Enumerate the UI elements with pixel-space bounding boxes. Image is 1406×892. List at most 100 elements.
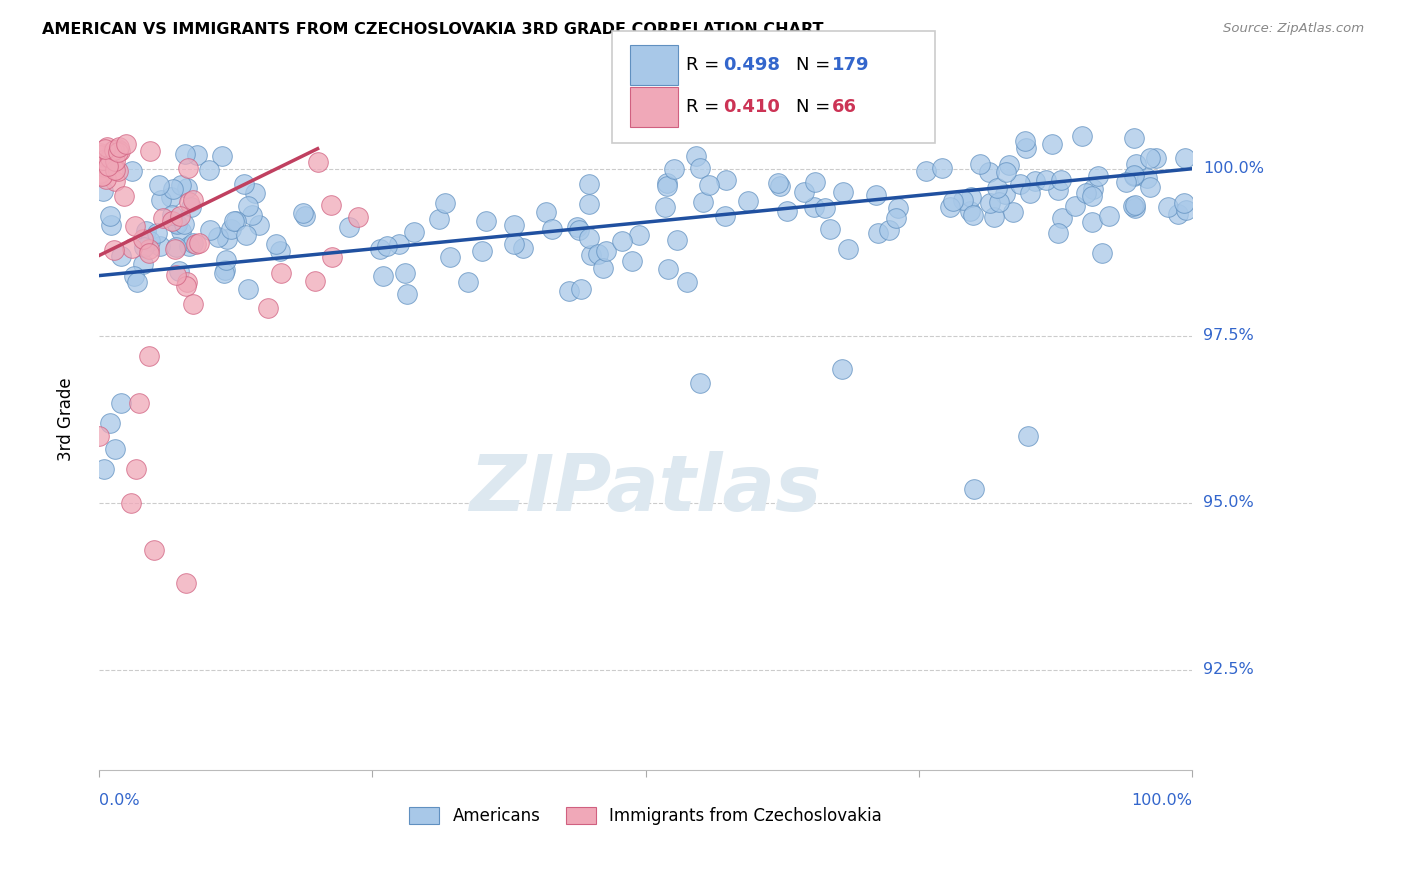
Point xyxy=(998,158,1021,172)
Legend: Americans, Immigrants from Czechoslovakia: Americans, Immigrants from Czechoslovaki… xyxy=(409,806,882,825)
Text: Source: ZipAtlas.com: Source: ZipAtlas.com xyxy=(1223,22,1364,36)
Text: 0.0%: 0.0% xyxy=(98,793,139,808)
Point xyxy=(1040,136,1063,151)
Point xyxy=(534,205,557,219)
Point xyxy=(1144,152,1167,166)
Point xyxy=(1087,169,1109,183)
Text: R =: R = xyxy=(686,98,725,116)
Point xyxy=(1139,151,1161,165)
Point xyxy=(578,177,600,191)
Point xyxy=(866,226,889,240)
Point xyxy=(512,242,534,256)
Point xyxy=(257,301,280,316)
Text: 0.410: 0.410 xyxy=(723,98,779,116)
Point xyxy=(689,376,711,390)
Point xyxy=(595,244,617,259)
Text: 100.0%: 100.0% xyxy=(1204,161,1264,177)
Point xyxy=(152,211,174,226)
Point xyxy=(831,362,853,376)
Point xyxy=(235,228,257,243)
Point xyxy=(104,153,127,168)
Point xyxy=(148,178,170,192)
Point xyxy=(1071,129,1094,144)
Text: 95.0%: 95.0% xyxy=(1204,495,1254,510)
Point xyxy=(94,158,117,172)
Point xyxy=(186,148,208,162)
Point xyxy=(1064,198,1087,212)
Point xyxy=(654,200,676,214)
Point xyxy=(567,219,589,234)
Point xyxy=(962,208,984,222)
Point xyxy=(952,193,974,207)
Point xyxy=(1017,429,1039,443)
Point xyxy=(1175,203,1198,218)
Point xyxy=(214,262,236,277)
Point xyxy=(1123,169,1146,183)
Point xyxy=(1080,189,1102,203)
Point xyxy=(89,166,111,180)
Point xyxy=(236,199,259,213)
Point xyxy=(962,483,984,497)
Point xyxy=(94,171,117,186)
Point xyxy=(1125,157,1147,171)
Point xyxy=(180,200,202,214)
Point xyxy=(664,161,686,176)
Point xyxy=(197,163,219,178)
Point xyxy=(219,222,242,236)
Point xyxy=(87,429,110,443)
Point xyxy=(1018,186,1040,201)
Point xyxy=(1046,227,1069,241)
Point xyxy=(128,395,150,409)
Point xyxy=(132,232,155,246)
Point xyxy=(657,262,679,277)
Point xyxy=(142,542,165,557)
Point xyxy=(692,194,714,209)
Point xyxy=(697,178,720,193)
Point xyxy=(675,276,697,290)
Point xyxy=(942,194,965,208)
Text: R =: R = xyxy=(686,56,725,74)
Point xyxy=(457,275,479,289)
Point xyxy=(104,162,127,177)
Point xyxy=(124,219,146,233)
Point xyxy=(132,257,155,271)
Point xyxy=(292,205,315,219)
Point xyxy=(427,211,450,226)
Text: N =: N = xyxy=(796,98,835,116)
Point xyxy=(1010,177,1032,191)
Point xyxy=(103,156,125,170)
Point xyxy=(993,187,1015,202)
Point xyxy=(395,287,418,301)
Point xyxy=(170,178,193,192)
Point xyxy=(165,216,187,230)
Point xyxy=(183,193,205,207)
Point xyxy=(108,140,131,154)
Point xyxy=(107,163,129,178)
Point xyxy=(211,149,233,163)
Point xyxy=(804,176,827,190)
Point xyxy=(592,260,614,275)
Point xyxy=(1014,134,1036,148)
Point xyxy=(174,279,197,293)
Point xyxy=(90,169,112,184)
Point xyxy=(184,237,207,252)
Point xyxy=(610,235,633,249)
Point xyxy=(160,214,183,228)
Point xyxy=(877,223,900,237)
Point xyxy=(959,203,981,218)
Point xyxy=(96,140,118,154)
Point xyxy=(394,266,416,280)
Point xyxy=(110,395,132,409)
Point xyxy=(793,185,815,199)
Point xyxy=(200,223,222,237)
Point xyxy=(1050,173,1073,187)
Point xyxy=(503,236,526,251)
Text: 3rd Grade: 3rd Grade xyxy=(58,377,75,461)
Point xyxy=(91,184,114,198)
Point xyxy=(138,349,160,363)
Point xyxy=(177,195,200,210)
Point xyxy=(176,576,198,591)
Point xyxy=(832,185,855,199)
Point xyxy=(969,157,991,171)
Point xyxy=(120,496,142,510)
